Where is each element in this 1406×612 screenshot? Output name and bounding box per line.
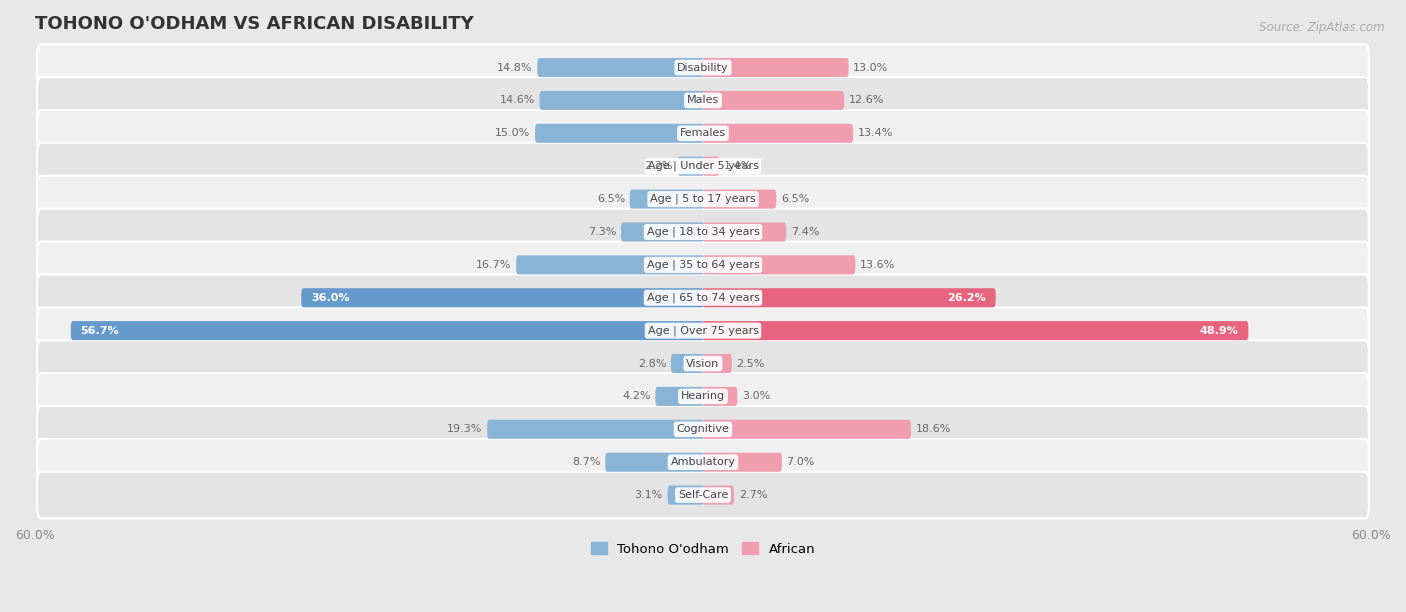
FancyBboxPatch shape	[702, 58, 849, 77]
FancyBboxPatch shape	[37, 373, 1369, 420]
FancyBboxPatch shape	[702, 321, 1249, 340]
FancyBboxPatch shape	[70, 321, 704, 340]
Text: Disability: Disability	[678, 62, 728, 73]
FancyBboxPatch shape	[630, 190, 704, 209]
FancyBboxPatch shape	[702, 157, 720, 176]
Text: Males: Males	[688, 95, 718, 105]
Text: Ambulatory: Ambulatory	[671, 457, 735, 467]
Text: 8.7%: 8.7%	[572, 457, 600, 467]
FancyBboxPatch shape	[702, 485, 734, 505]
Text: Vision: Vision	[686, 359, 720, 368]
Text: 36.0%: 36.0%	[311, 293, 350, 303]
FancyBboxPatch shape	[37, 110, 1369, 157]
Text: Age | 65 to 74 years: Age | 65 to 74 years	[647, 293, 759, 303]
FancyBboxPatch shape	[668, 485, 704, 505]
FancyBboxPatch shape	[516, 255, 704, 274]
Text: 15.0%: 15.0%	[495, 129, 530, 138]
FancyBboxPatch shape	[37, 439, 1369, 485]
Text: 2.2%: 2.2%	[644, 161, 673, 171]
FancyBboxPatch shape	[702, 91, 844, 110]
Text: 14.8%: 14.8%	[498, 62, 533, 73]
Text: Females: Females	[681, 129, 725, 138]
Text: 48.9%: 48.9%	[1199, 326, 1239, 335]
FancyBboxPatch shape	[702, 420, 911, 439]
FancyBboxPatch shape	[702, 124, 853, 143]
Text: 26.2%: 26.2%	[948, 293, 986, 303]
Text: TOHONO O'ODHAM VS AFRICAN DISABILITY: TOHONO O'ODHAM VS AFRICAN DISABILITY	[35, 15, 474, 33]
FancyBboxPatch shape	[702, 255, 855, 274]
FancyBboxPatch shape	[678, 157, 704, 176]
Text: 2.7%: 2.7%	[738, 490, 768, 500]
Text: 3.1%: 3.1%	[634, 490, 662, 500]
Text: 56.7%: 56.7%	[80, 326, 120, 335]
Text: 19.3%: 19.3%	[447, 424, 482, 435]
FancyBboxPatch shape	[37, 472, 1369, 518]
Text: 6.5%: 6.5%	[780, 194, 810, 204]
FancyBboxPatch shape	[37, 307, 1369, 354]
FancyBboxPatch shape	[301, 288, 704, 307]
FancyBboxPatch shape	[37, 77, 1369, 124]
FancyBboxPatch shape	[671, 354, 704, 373]
Text: 12.6%: 12.6%	[849, 95, 884, 105]
Text: 13.4%: 13.4%	[858, 129, 893, 138]
FancyBboxPatch shape	[536, 124, 704, 143]
FancyBboxPatch shape	[702, 453, 782, 472]
FancyBboxPatch shape	[37, 143, 1369, 190]
Text: Hearing: Hearing	[681, 392, 725, 401]
Text: 4.2%: 4.2%	[623, 392, 651, 401]
FancyBboxPatch shape	[702, 288, 995, 307]
FancyBboxPatch shape	[702, 354, 731, 373]
Text: Age | 35 to 64 years: Age | 35 to 64 years	[647, 259, 759, 270]
Text: 13.6%: 13.6%	[860, 260, 896, 270]
FancyBboxPatch shape	[540, 91, 704, 110]
FancyBboxPatch shape	[37, 44, 1369, 91]
Text: 1.4%: 1.4%	[724, 161, 752, 171]
FancyBboxPatch shape	[37, 209, 1369, 255]
Text: Age | Under 5 years: Age | Under 5 years	[648, 161, 758, 171]
Text: Age | Over 75 years: Age | Over 75 years	[648, 326, 758, 336]
FancyBboxPatch shape	[37, 242, 1369, 288]
Text: 2.8%: 2.8%	[638, 359, 666, 368]
Text: Self-Care: Self-Care	[678, 490, 728, 500]
FancyBboxPatch shape	[702, 222, 786, 242]
FancyBboxPatch shape	[621, 222, 704, 242]
Legend: Tohono O'odham, African: Tohono O'odham, African	[585, 537, 821, 561]
Text: Cognitive: Cognitive	[676, 424, 730, 435]
Text: 16.7%: 16.7%	[477, 260, 512, 270]
Text: 7.3%: 7.3%	[588, 227, 616, 237]
Text: 3.0%: 3.0%	[742, 392, 770, 401]
Text: 7.4%: 7.4%	[792, 227, 820, 237]
Text: Source: ZipAtlas.com: Source: ZipAtlas.com	[1260, 21, 1385, 34]
FancyBboxPatch shape	[702, 190, 776, 209]
FancyBboxPatch shape	[37, 340, 1369, 387]
FancyBboxPatch shape	[37, 176, 1369, 222]
Text: 13.0%: 13.0%	[853, 62, 889, 73]
FancyBboxPatch shape	[488, 420, 704, 439]
FancyBboxPatch shape	[537, 58, 704, 77]
Text: 6.5%: 6.5%	[596, 194, 626, 204]
Text: Age | 5 to 17 years: Age | 5 to 17 years	[650, 194, 756, 204]
FancyBboxPatch shape	[655, 387, 704, 406]
Text: 18.6%: 18.6%	[915, 424, 950, 435]
Text: 2.5%: 2.5%	[737, 359, 765, 368]
Text: Age | 18 to 34 years: Age | 18 to 34 years	[647, 226, 759, 237]
FancyBboxPatch shape	[605, 453, 704, 472]
Text: 7.0%: 7.0%	[786, 457, 815, 467]
FancyBboxPatch shape	[702, 387, 737, 406]
FancyBboxPatch shape	[37, 274, 1369, 321]
FancyBboxPatch shape	[37, 406, 1369, 453]
Text: 14.6%: 14.6%	[499, 95, 534, 105]
